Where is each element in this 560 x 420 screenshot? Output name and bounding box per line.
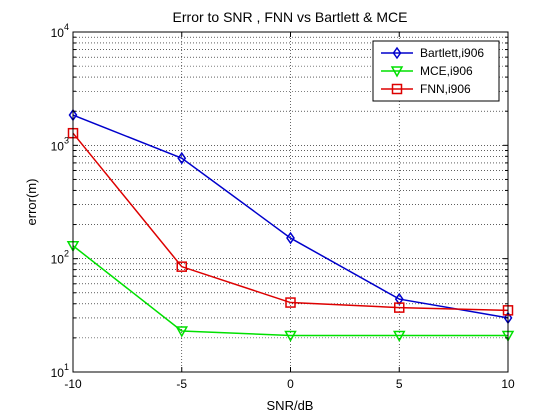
data-point-triangle [284, 330, 297, 343]
legend-item: Bartlett,i906 [381, 46, 484, 60]
y-tick-label: 103 [51, 135, 69, 153]
x-tick-label: -10 [64, 377, 82, 391]
legend: Bartlett,i906 MCE,i906 FNN,i906 [372, 40, 500, 102]
y-tick-base: 10 [51, 366, 65, 380]
legend-label: Bartlett,i906 [420, 46, 484, 60]
legend-item: FNN,i906 [381, 82, 471, 96]
y-tick-exponent: 1 [64, 362, 69, 372]
legend-item: MCE,i906 [381, 64, 473, 78]
data-point-diamond [286, 231, 295, 245]
data-point-triangle [390, 66, 404, 78]
y-tick-base: 10 [51, 26, 65, 40]
y-tick-base: 10 [51, 139, 65, 153]
series-line [72, 245, 508, 337]
y-axis-label: error(m) [24, 179, 39, 226]
data-point-triangle [175, 326, 189, 338]
data-point-square [176, 261, 187, 272]
series-line [72, 132, 509, 312]
chart-title: Error to SNR , FNN vs Bartlett & MCE [173, 9, 408, 25]
x-tick-label: -5 [176, 377, 187, 391]
data-point-square [285, 297, 296, 308]
x-tick-label: 0 [287, 377, 294, 391]
series-square [67, 127, 514, 316]
data-point-diamond [177, 151, 187, 165]
legend-label: FNN,i906 [420, 82, 471, 96]
y-tick-exponent: 4 [64, 22, 69, 32]
y-tick-label: 104 [51, 22, 69, 40]
data-point-triangle [392, 330, 406, 343]
y-tick-base: 10 [51, 253, 65, 267]
data-point-square [391, 83, 403, 95]
y-tick-label: 102 [51, 249, 69, 267]
legend-label: MCE,i906 [420, 64, 473, 78]
x-axis-label: SNR/dB [267, 398, 314, 413]
y-tick-exponent: 2 [64, 249, 69, 259]
x-tick-label: 10 [501, 377, 515, 391]
series-line [72, 114, 509, 319]
data-point-diamond [392, 46, 402, 60]
data-point-square [394, 302, 405, 313]
grid [73, 32, 508, 372]
y-tick-label: 101 [51, 362, 69, 380]
data-point-diamond [394, 292, 404, 306]
x-tick-label: 5 [396, 377, 403, 391]
y-tick-exponent: 3 [64, 135, 69, 145]
